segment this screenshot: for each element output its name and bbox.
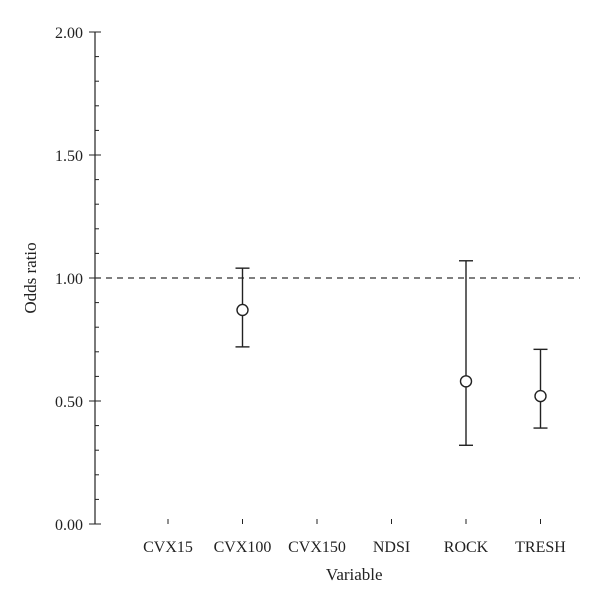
- y-major-ticks: 0.00 0.50 1.00 1.50 2.00: [55, 25, 101, 534]
- x-tick-label: CVX100: [214, 539, 272, 556]
- data-marks: [235, 260, 548, 446]
- x-tick-label: NDSI: [373, 539, 410, 556]
- x-tick-label: CVX15: [143, 539, 193, 556]
- error-bar-cvx100: [235, 267, 250, 348]
- error-bar-tresh: [533, 348, 548, 429]
- y-axis-title: Odds ratio: [21, 242, 40, 313]
- y-tick-label: 1.00: [55, 271, 83, 288]
- y-tick-label: 2.00: [55, 25, 83, 42]
- data-point-tresh: [534, 389, 547, 403]
- y-tick-label: 1.50: [55, 148, 83, 165]
- x-tick-label: CVX150: [288, 539, 346, 556]
- data-point-rock: [459, 375, 473, 388]
- data-point-cvx100: [236, 303, 249, 317]
- y-tick-label: 0.00: [55, 517, 83, 534]
- x-tick-label: TRESH: [515, 539, 566, 556]
- x-axis-title: Variable: [326, 565, 383, 584]
- x-tick-label: ROCK: [444, 539, 489, 556]
- y-tick-label: 0.50: [55, 394, 83, 411]
- x-ticks: CVX15 CVX100 CVX150 NDSI ROCK TRESH: [143, 519, 566, 556]
- error-bar-rock: [459, 260, 473, 446]
